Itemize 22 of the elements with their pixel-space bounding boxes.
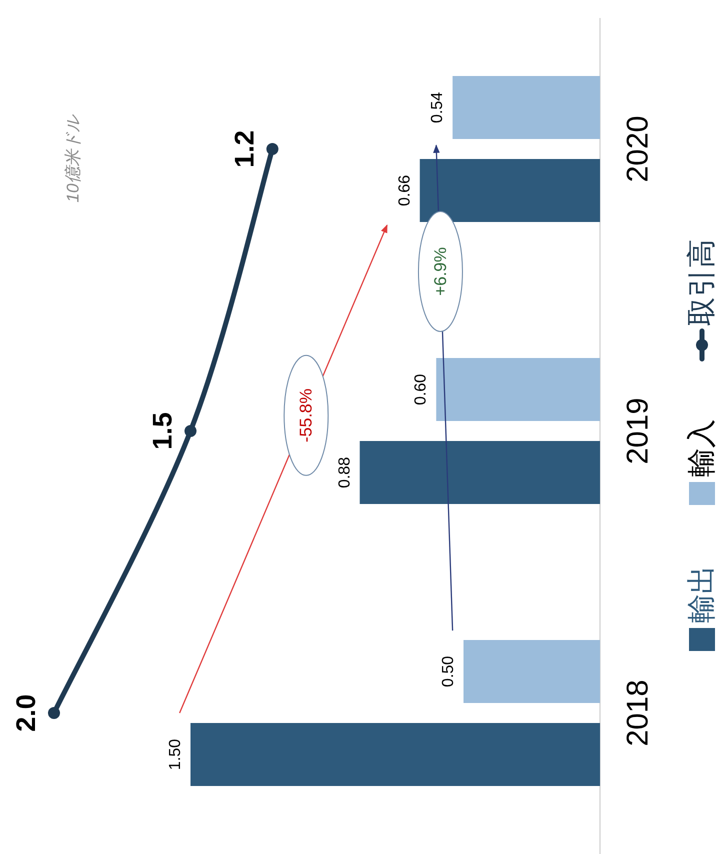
y-tick-label: 2019 xyxy=(622,398,654,464)
annotation: -55.8% xyxy=(296,388,316,442)
bar xyxy=(420,159,600,222)
data-label: 0.54 xyxy=(429,92,446,124)
data-label: 0.66 xyxy=(396,174,414,206)
bar xyxy=(360,441,600,504)
data-label: 0.88 xyxy=(336,456,354,488)
bar xyxy=(436,358,600,421)
bar xyxy=(464,640,600,703)
bar xyxy=(452,76,600,139)
legend: 輸出 輸入 取引高 xyxy=(686,239,718,651)
data-label: 1.50 xyxy=(167,738,184,770)
annotation: 10億米ドル xyxy=(64,114,82,202)
data-label: 0.50 xyxy=(440,656,457,688)
data-label: 0.60 xyxy=(412,374,430,406)
y-tick-label: 2020 xyxy=(622,116,654,182)
y-tick-label: 2018 xyxy=(622,680,654,746)
data-label: 1.2 xyxy=(229,130,260,168)
annotation: +6.9% xyxy=(430,247,450,296)
data-label: 2.0 xyxy=(11,694,41,732)
data-label: 1.5 xyxy=(148,412,178,450)
bar xyxy=(190,723,600,786)
